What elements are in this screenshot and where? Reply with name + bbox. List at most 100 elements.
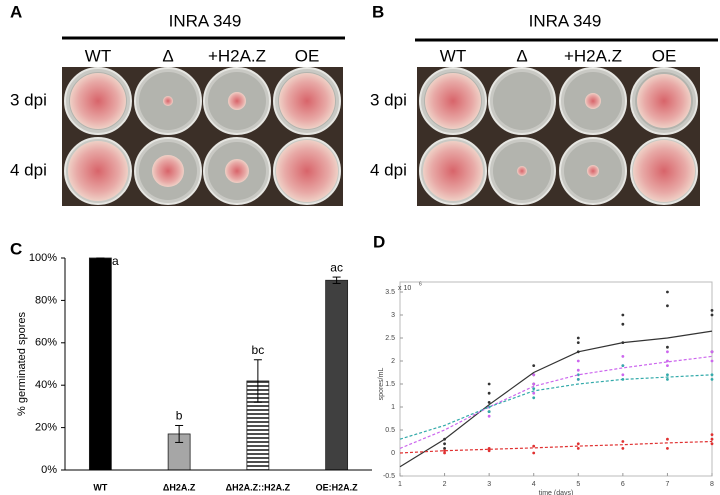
- bar: [325, 279, 349, 471]
- data-point: [666, 345, 669, 349]
- significance-letter: ac: [330, 260, 343, 274]
- data-point: [710, 437, 714, 441]
- data-point: [666, 447, 669, 450]
- y-tick-label: 60%: [35, 337, 57, 349]
- row-label: 3 dpi: [370, 90, 407, 109]
- y-tick-label: 0: [391, 450, 395, 457]
- data-point: [710, 350, 714, 354]
- data-point: [532, 382, 536, 386]
- data-point: [621, 355, 625, 358]
- y-axis-label: spores/mL: [378, 368, 385, 401]
- data-point: [666, 364, 669, 367]
- data-point: [487, 449, 491, 453]
- significance-letter: b: [176, 409, 183, 423]
- data-point: [487, 447, 491, 450]
- x-tick-label: 1: [398, 481, 402, 488]
- data-point: [576, 447, 580, 450]
- data-point: [621, 440, 625, 443]
- data-point: [621, 313, 625, 317]
- column-label: +H2A.Z: [564, 46, 622, 65]
- x-tick-label: ΔH2A.Z::H2A.Z: [226, 482, 291, 492]
- row-label: 4 dpi: [370, 160, 407, 179]
- data-point: [710, 378, 714, 381]
- column-label: WT: [85, 46, 111, 65]
- data-point: [487, 401, 491, 404]
- data-point: [443, 449, 446, 453]
- y-tick-label: 100%: [29, 252, 57, 264]
- data-point: [710, 442, 714, 446]
- data-point: [621, 373, 625, 377]
- column-label: WT: [440, 46, 466, 65]
- x-tick-label: 2: [443, 481, 447, 488]
- data-point: [532, 373, 536, 377]
- column-label: +H2A.Z: [208, 46, 266, 65]
- fit-curve: [399, 330, 713, 468]
- data-point: [576, 359, 580, 363]
- fungal-colony: [163, 96, 173, 106]
- fungal-colony: [423, 141, 483, 201]
- data-point: [666, 304, 669, 308]
- data-point: [666, 350, 669, 354]
- y-tick-label: 3.5: [385, 289, 395, 296]
- fungal-colony: [225, 159, 249, 183]
- data-point: [443, 451, 446, 455]
- data-point: [443, 442, 446, 446]
- fit-curve: [399, 374, 713, 440]
- row-label: 3 dpi: [10, 90, 47, 109]
- fungal-colony: [70, 73, 126, 129]
- x-tick-label: 5: [576, 481, 580, 488]
- panel-title: INRA 349: [169, 11, 242, 30]
- fungal-colony: [517, 166, 527, 176]
- data-point: [487, 414, 491, 418]
- data-point: [487, 410, 491, 413]
- fungal-colony: [228, 92, 246, 110]
- y-tick-label: 40%: [35, 379, 57, 391]
- fungal-colony: [68, 141, 128, 201]
- x-axis-label: time (days): [539, 490, 574, 495]
- bar: [88, 257, 112, 471]
- x-tick-label: WT: [93, 482, 107, 492]
- data-point: [621, 322, 625, 326]
- y-tick-label: 0.5: [385, 427, 395, 434]
- data-point: [710, 359, 714, 363]
- data-point: [621, 364, 625, 367]
- column-label: OE: [652, 46, 677, 65]
- y-tick-label: 1.5: [385, 381, 395, 388]
- data-point: [576, 341, 580, 344]
- column-label: Δ: [162, 46, 173, 65]
- data-point: [666, 378, 669, 381]
- x-tick-label: 8: [710, 481, 714, 488]
- panel-label: C: [10, 239, 22, 258]
- x-tick-label: ΔH2A.Z: [163, 482, 196, 492]
- column-label: Δ: [516, 46, 527, 65]
- data-point: [532, 387, 536, 390]
- column-label: OE: [295, 46, 320, 65]
- y-tick-label: 80%: [35, 294, 57, 306]
- y-tick-label: 20%: [35, 422, 57, 434]
- y-tick-label: 2: [391, 358, 395, 365]
- row-label: 4 dpi: [10, 160, 47, 179]
- significance-letter: bc: [252, 343, 265, 357]
- fungal-colony: [425, 73, 481, 129]
- data-point: [710, 433, 714, 436]
- data-point: [576, 378, 580, 381]
- y-tick-label: 2.5: [385, 335, 395, 342]
- data-point: [576, 368, 580, 372]
- panel-label: B: [372, 2, 384, 21]
- x-tick-label: OE:H2A.Z: [316, 482, 359, 492]
- x-tick-label: 3: [487, 481, 491, 488]
- x-tick-label: 7: [665, 481, 669, 488]
- x-tick-label: 6: [621, 481, 625, 488]
- panel-label: D: [373, 232, 385, 251]
- fit-curve: [399, 440, 713, 454]
- fungal-colony: [152, 155, 184, 187]
- fungal-colony: [637, 74, 691, 128]
- data-point: [576, 442, 580, 446]
- fungal-colony: [585, 93, 601, 109]
- data-point: [666, 437, 669, 441]
- petri-agar: [493, 72, 551, 130]
- y-tick-label: 0%: [41, 464, 57, 476]
- y-tick-label: -0.5: [383, 473, 395, 480]
- panel-label: A: [10, 2, 22, 21]
